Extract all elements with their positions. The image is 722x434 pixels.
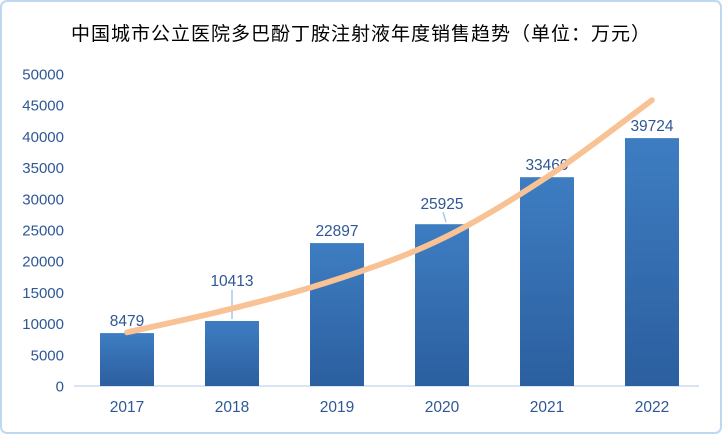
chart-title: 中国城市公立医院多巴酚丁胺注射液年度销售趋势（单位：万元） (70, 24, 651, 45)
y-axis-tick-label: 30000 (22, 191, 64, 208)
y-axis-tick-label: 5000 (31, 347, 64, 364)
trend-line (124, 97, 655, 336)
y-axis-tick-label: 50000 (22, 67, 64, 84)
y-axis-tick-label: 45000 (22, 98, 64, 115)
x-axis-tick-label: 2021 (530, 399, 564, 416)
x-axis-tick-label: 2019 (320, 399, 354, 416)
y-axis-tick-label: 20000 (22, 254, 64, 271)
y-axis-tick-label: 0 (56, 379, 64, 396)
bar-2018 (205, 321, 259, 386)
bar-value-label: 22897 (315, 223, 358, 240)
x-axis-tick-label: 2022 (635, 399, 669, 416)
y-axis-tick-label: 25000 (22, 223, 64, 240)
bar-2021 (520, 177, 574, 386)
bar-2022 (625, 138, 679, 386)
bar-value-label: 25925 (420, 196, 463, 213)
y-axis-tick-label: 10000 (22, 316, 64, 333)
bar-2017 (100, 333, 154, 386)
y-axis-tick-label: 15000 (22, 285, 64, 302)
y-axis-tick-label: 40000 (22, 129, 64, 146)
bar-2020 (415, 224, 469, 386)
x-axis-tick-label: 2017 (110, 399, 144, 416)
bar-value-label: 10413 (210, 273, 253, 290)
y-axis-tick-label: 35000 (22, 160, 64, 177)
bar-2019 (310, 243, 364, 386)
label-leader-line (442, 211, 447, 223)
x-axis-tick-label: 2018 (215, 399, 249, 416)
bar-value-label: 8479 (110, 313, 144, 330)
x-axis-tick-label: 2020 (425, 399, 460, 416)
bar-value-label: 39724 (630, 118, 673, 135)
